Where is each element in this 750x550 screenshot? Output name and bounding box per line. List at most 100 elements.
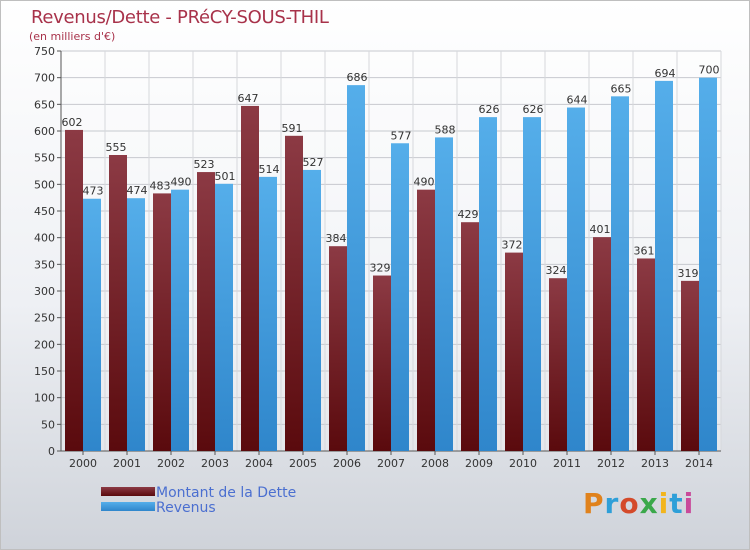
bar-dette [593, 237, 611, 451]
x-tick-label: 2012 [597, 457, 625, 470]
bar-revenus [699, 77, 717, 452]
data-label-dette: 591 [282, 122, 303, 135]
chart-title: Revenus/Dette - PRéCY-SOUS-THIL [31, 7, 329, 28]
x-tick-label: 2008 [421, 457, 449, 470]
bar-dette [241, 105, 259, 451]
data-label-revenus: 527 [303, 156, 324, 169]
chart-subtitle: (en milliers d'€) [29, 30, 116, 43]
data-label-dette: 372 [502, 239, 523, 252]
bar-dette [461, 222, 479, 451]
data-label-revenus: 473 [83, 185, 104, 198]
data-label-revenus: 644 [567, 94, 588, 107]
bar-dette [505, 252, 523, 451]
data-label-dette: 319 [678, 267, 699, 280]
legend-swatch-dette [101, 487, 155, 496]
x-tick-label: 2011 [553, 457, 581, 470]
y-tick-label: 650 [34, 98, 55, 111]
bar-dette [373, 275, 391, 451]
data-label-revenus: 577 [391, 129, 412, 142]
bar-revenus [171, 189, 189, 451]
y-tick-label: 500 [34, 178, 55, 191]
y-tick-label: 150 [34, 365, 55, 378]
bar-revenus [259, 176, 277, 451]
y-tick-label: 700 [34, 72, 55, 85]
data-label-revenus: 501 [215, 170, 236, 183]
x-tick-label: 2007 [377, 457, 405, 470]
bar-dette [197, 172, 215, 452]
bar-revenus [611, 96, 629, 451]
x-tick-label: 2001 [113, 457, 141, 470]
bar-revenus [479, 117, 497, 451]
y-tick-label: 550 [34, 152, 55, 165]
y-tick-label: 450 [34, 205, 55, 218]
x-tick-label: 2005 [289, 457, 317, 470]
y-tick-label: 100 [34, 392, 55, 405]
data-label-dette: 523 [194, 158, 215, 171]
data-label-dette: 329 [370, 262, 391, 275]
bar-dette [329, 246, 347, 451]
bar-dette [153, 193, 171, 451]
data-label-dette: 384 [326, 232, 347, 245]
x-tick-label: 2009 [465, 457, 493, 470]
legend-label-dette: Montant de la Dette [156, 485, 297, 501]
bar-dette [681, 280, 699, 451]
x-tick-label: 2000 [69, 457, 97, 470]
bar-dette [65, 129, 83, 451]
x-tick-label: 2013 [641, 457, 669, 470]
data-label-revenus: 474 [127, 184, 148, 197]
data-label-dette: 602 [62, 116, 83, 129]
bar-revenus [435, 137, 453, 451]
data-label-revenus: 626 [479, 103, 500, 116]
data-label-revenus: 665 [611, 82, 632, 95]
x-tick-label: 2014 [685, 457, 713, 470]
x-tick-label: 2003 [201, 457, 229, 470]
data-label-revenus: 588 [435, 123, 456, 136]
x-tick-label: 2010 [509, 457, 537, 470]
y-tick-label: 400 [34, 232, 55, 245]
data-label-dette: 429 [458, 208, 479, 221]
y-tick-label: 300 [34, 285, 55, 298]
y-tick-label: 350 [34, 258, 55, 271]
y-tick-label: 200 [34, 338, 55, 351]
data-label-dette: 490 [414, 176, 435, 189]
data-label-dette: 647 [238, 92, 259, 105]
legend-label-revenus: Revenus [156, 500, 216, 516]
y-tick-label: 750 [34, 45, 55, 58]
x-tick-label: 2006 [333, 457, 361, 470]
bar-revenus [391, 143, 409, 451]
bar-revenus [83, 198, 101, 451]
bar-revenus [347, 85, 365, 451]
bar-revenus [127, 198, 145, 451]
legend-swatch-revenus [101, 502, 155, 511]
bar-dette [417, 189, 435, 451]
data-label-dette: 483 [150, 179, 171, 192]
bar-revenus [567, 107, 585, 452]
bar-revenus [215, 183, 233, 452]
x-tick-label: 2004 [245, 457, 273, 470]
data-label-revenus: 700 [699, 64, 720, 77]
data-label-dette: 555 [106, 141, 127, 154]
data-label-revenus: 694 [655, 67, 676, 80]
bar-dette [285, 135, 303, 452]
data-label-dette: 361 [634, 244, 655, 257]
bar-revenus [303, 169, 321, 451]
bar-revenus [655, 80, 673, 451]
proxiti-logo: Proxiti [583, 487, 695, 520]
data-label-dette: 324 [546, 264, 567, 277]
y-tick-label: 250 [34, 312, 55, 325]
bar-dette [549, 278, 567, 451]
data-label-dette: 401 [590, 223, 611, 236]
data-label-revenus: 514 [259, 163, 280, 176]
bar-dette [109, 155, 127, 451]
data-label-revenus: 490 [171, 176, 192, 189]
x-tick-label: 2002 [157, 457, 185, 470]
y-tick-label: 0 [48, 445, 55, 458]
bar-revenus [523, 117, 541, 451]
bar-dette [637, 258, 655, 451]
y-tick-label: 50 [41, 418, 55, 431]
data-label-revenus: 626 [523, 103, 544, 116]
data-label-revenus: 686 [347, 71, 368, 84]
y-tick-label: 600 [34, 125, 55, 138]
